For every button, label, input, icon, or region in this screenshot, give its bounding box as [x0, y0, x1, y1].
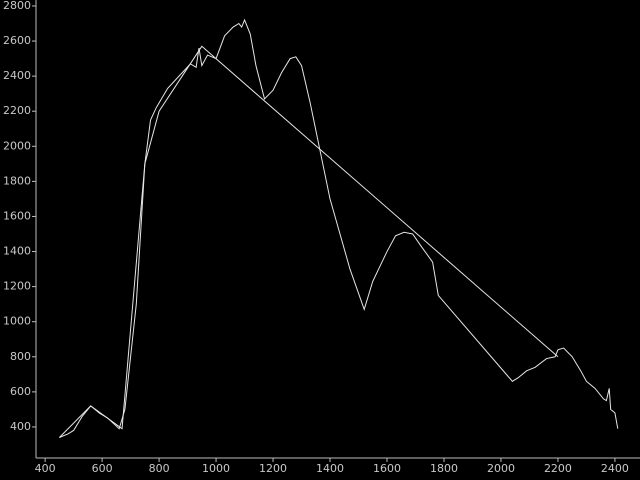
x-tick-label: 1400: [316, 462, 344, 475]
y-tick-label: 1200: [3, 280, 31, 293]
data-line: [59, 45, 559, 438]
x-tick-label: 1000: [202, 462, 230, 475]
y-tick-label: 600: [10, 385, 31, 398]
y-tick-label: 2200: [3, 104, 31, 117]
x-tick-label: 2000: [487, 462, 515, 475]
x-tick-label: 1800: [430, 462, 458, 475]
y-tick-label: 800: [10, 350, 31, 363]
y-tick-label: 1000: [3, 315, 31, 328]
y-tick-label: 1400: [3, 245, 31, 258]
x-tick-label: 2200: [544, 462, 572, 475]
x-tick-label: 600: [92, 462, 113, 475]
x-tick-label: 800: [149, 462, 170, 475]
y-tick-label: 2600: [3, 34, 31, 47]
y-tick-label: 2000: [3, 139, 31, 152]
y-tick-label: 2400: [3, 69, 31, 82]
x-tick-label: 400: [35, 462, 56, 475]
x-tick-label: 1600: [373, 462, 401, 475]
x-tick-label: 2400: [601, 462, 629, 475]
y-tick-label: 2800: [3, 0, 31, 12]
data-line: [59, 18, 619, 438]
y-tick-label: 1800: [3, 174, 31, 187]
y-tick-label: 1600: [3, 209, 31, 222]
x-tick-label: 1200: [259, 462, 287, 475]
y-tick-label: 400: [10, 420, 31, 433]
